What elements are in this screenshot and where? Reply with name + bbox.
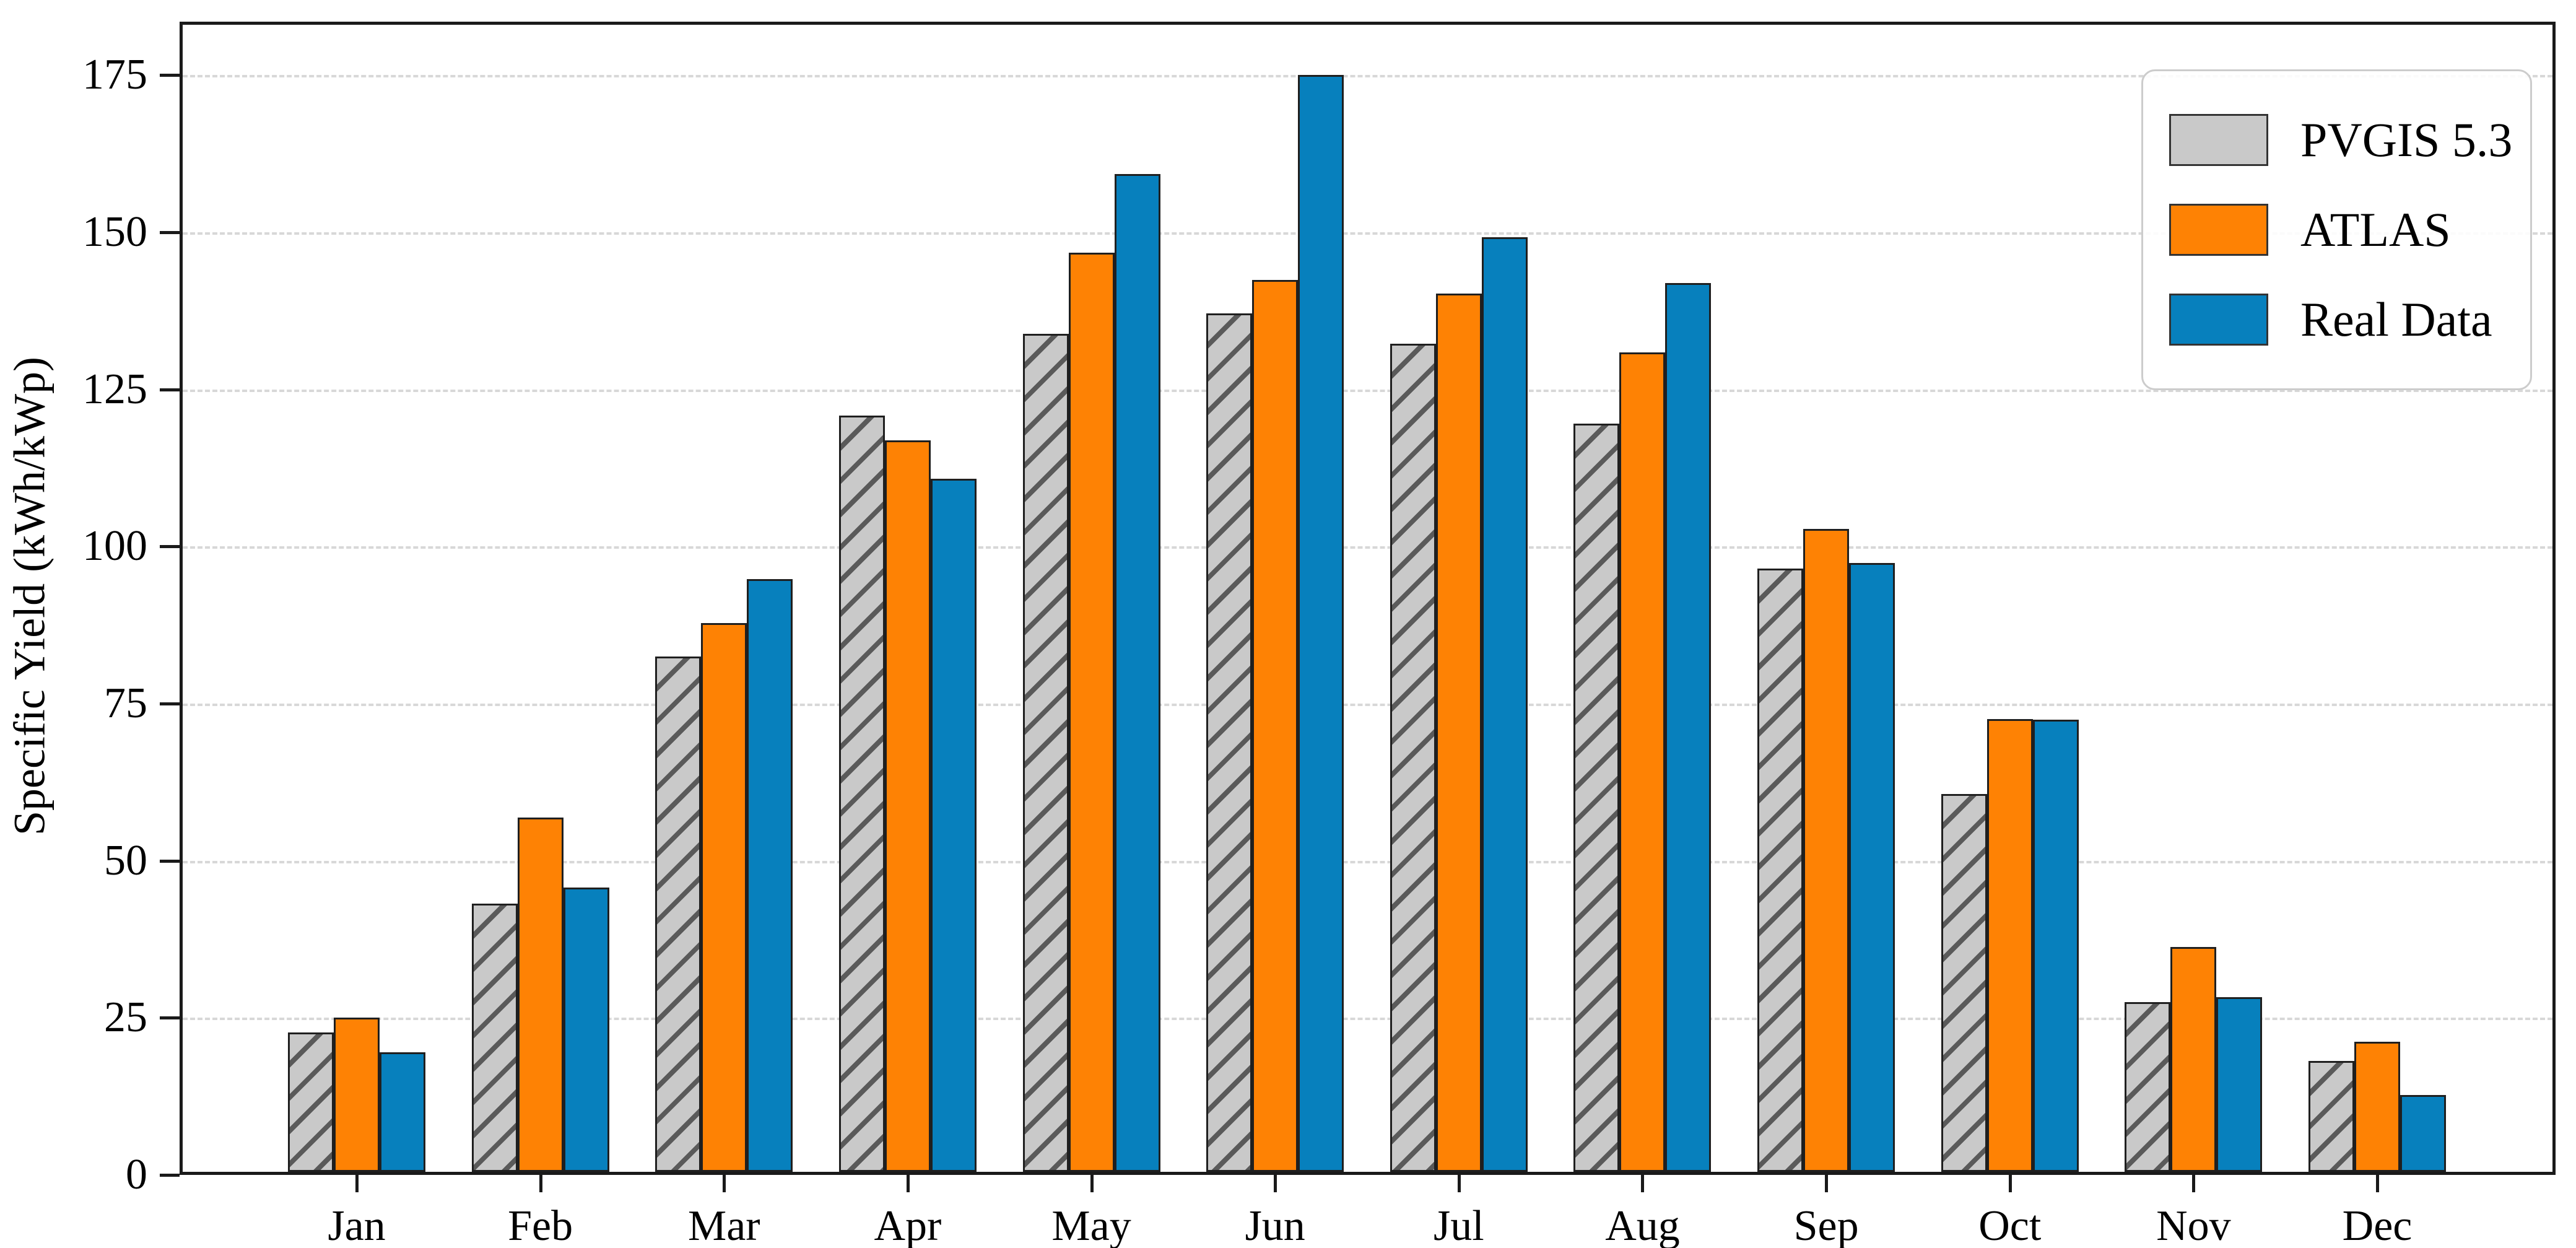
- y-tick-label-125: 125: [82, 365, 147, 413]
- legend-swatch-pvgis-5-3: [2169, 113, 2268, 166]
- bar-real-data-aug: [1665, 283, 1712, 1172]
- x-tick-label-dec: Dec: [2342, 1202, 2413, 1248]
- legend: PVGIS 5.3 ATLAS Real Data: [2141, 69, 2532, 390]
- x-tick-mark-oct: [2008, 1175, 2012, 1192]
- legend-label: PVGIS 5.3: [2300, 112, 2513, 167]
- y-tick-label-0: 0: [126, 1151, 147, 1198]
- bar-pvgis-5-3-feb: [471, 904, 518, 1172]
- x-tick-label-may: May: [1051, 1202, 1131, 1248]
- gridline-50: [183, 860, 2552, 863]
- bar-pvgis-5-3-mar: [655, 657, 702, 1172]
- bar-pvgis-5-3-oct: [1941, 794, 1987, 1172]
- bar-atlas-oct: [1986, 719, 2033, 1172]
- bar-real-data-mar: [747, 579, 793, 1172]
- bar-real-data-jun: [1298, 75, 1344, 1172]
- bar-pvgis-5-3-jul: [1390, 344, 1436, 1172]
- x-tick-mark-may: [1090, 1175, 1094, 1192]
- legend-label: ATLAS: [2300, 202, 2451, 256]
- gridline-100: [183, 546, 2552, 549]
- bar-atlas-may: [1068, 253, 1115, 1172]
- bar-real-data-nov: [2216, 997, 2263, 1172]
- gridline-125: [183, 389, 2552, 392]
- gridline-75: [183, 703, 2552, 706]
- legend-swatch-real-data: [2169, 294, 2268, 346]
- bar-pvgis-5-3-aug: [1573, 424, 1620, 1172]
- x-tick-mark-dec: [2376, 1175, 2380, 1192]
- bar-real-data-apr: [930, 479, 977, 1172]
- bar-real-data-jul: [1481, 237, 1528, 1172]
- bar-real-data-sep: [1849, 563, 1895, 1172]
- x-tick-label-jun: Jun: [1245, 1202, 1305, 1248]
- x-tick-mark-sep: [1825, 1175, 1829, 1192]
- x-tick-label-jul: Jul: [1433, 1202, 1484, 1248]
- bar-atlas-mar: [701, 623, 747, 1172]
- y-tick-label-100: 100: [82, 522, 147, 570]
- y-tick-label-50: 50: [104, 836, 147, 884]
- y-tick-mark-75: [160, 702, 180, 705]
- bar-real-data-jan: [380, 1052, 425, 1172]
- y-tick-mark-50: [160, 859, 180, 863]
- bar-atlas-nov: [2170, 947, 2217, 1172]
- legend-swatch-atlas: [2169, 203, 2268, 256]
- bar-atlas-jan: [334, 1018, 380, 1172]
- bar-real-data-may: [1114, 174, 1160, 1172]
- gridline-25: [183, 1018, 2552, 1021]
- bar-pvgis-5-3-jan: [288, 1032, 334, 1172]
- gridline-150: [183, 232, 2552, 235]
- x-tick-mark-mar: [723, 1175, 726, 1192]
- x-tick-mark-jun: [1274, 1175, 1277, 1192]
- bar-atlas-aug: [1619, 352, 1666, 1172]
- x-tick-label-oct: Oct: [1978, 1202, 2042, 1248]
- legend-item-pvgis-5-3: PVGIS 5.3: [2169, 113, 2512, 166]
- legend-item-atlas: ATLAS: [2169, 202, 2504, 256]
- x-tick-label-feb: Feb: [508, 1202, 573, 1248]
- bar-pvgis-5-3-nov: [2125, 1002, 2171, 1172]
- x-tick-label-nov: Nov: [2156, 1202, 2231, 1248]
- x-tick-label-aug: Aug: [1605, 1202, 1680, 1248]
- y-tick-mark-0: [160, 1174, 180, 1177]
- x-tick-mark-aug: [1641, 1175, 1645, 1192]
- bar-pvgis-5-3-sep: [1757, 569, 1804, 1172]
- y-tick-label-75: 75: [104, 679, 147, 727]
- x-tick-mark-jul: [1457, 1175, 1461, 1192]
- y-tick-label-175: 175: [82, 51, 147, 99]
- y-axis-title-text: Specific Yield (kWh/kWp): [4, 356, 54, 836]
- gridline-175: [183, 75, 2552, 78]
- x-tick-mark-feb: [539, 1175, 542, 1192]
- x-tick-label-mar: Mar: [687, 1202, 760, 1248]
- bar-pvgis-5-3-dec: [2308, 1061, 2355, 1172]
- legend-label: Real Data: [2300, 292, 2492, 347]
- x-tick-mark-apr: [906, 1175, 910, 1192]
- x-tick-label-sep: Sep: [1793, 1202, 1859, 1248]
- x-tick-label-apr: Apr: [874, 1202, 942, 1248]
- y-tick-label-25: 25: [104, 993, 147, 1042]
- bar-atlas-jul: [1435, 294, 1482, 1172]
- bar-atlas-sep: [1803, 529, 1850, 1172]
- x-tick-label-jan: Jan: [328, 1202, 386, 1248]
- y-tick-mark-25: [160, 1016, 180, 1020]
- x-tick-mark-nov: [2192, 1175, 2196, 1192]
- bar-real-data-feb: [563, 888, 609, 1172]
- bar-real-data-oct: [2032, 720, 2079, 1172]
- legend-item-real-data: Real Data: [2169, 294, 2504, 346]
- bar-atlas-feb: [517, 818, 564, 1172]
- bar-atlas-jun: [1252, 280, 1299, 1172]
- bar-pvgis-5-3-jun: [1206, 313, 1253, 1172]
- y-tick-mark-125: [160, 388, 180, 391]
- bar-atlas-dec: [2354, 1042, 2401, 1172]
- y-tick-mark-100: [160, 545, 180, 549]
- y-tick-mark-175: [160, 74, 180, 77]
- bar-pvgis-5-3-may: [1022, 334, 1069, 1172]
- bar-pvgis-5-3-apr: [838, 416, 885, 1172]
- bar-atlas-apr: [884, 440, 931, 1172]
- bar-real-data-dec: [2400, 1095, 2447, 1172]
- y-tick-mark-150: [160, 230, 180, 234]
- x-tick-mark-jan: [355, 1175, 359, 1192]
- y-tick-label-150: 150: [82, 207, 147, 256]
